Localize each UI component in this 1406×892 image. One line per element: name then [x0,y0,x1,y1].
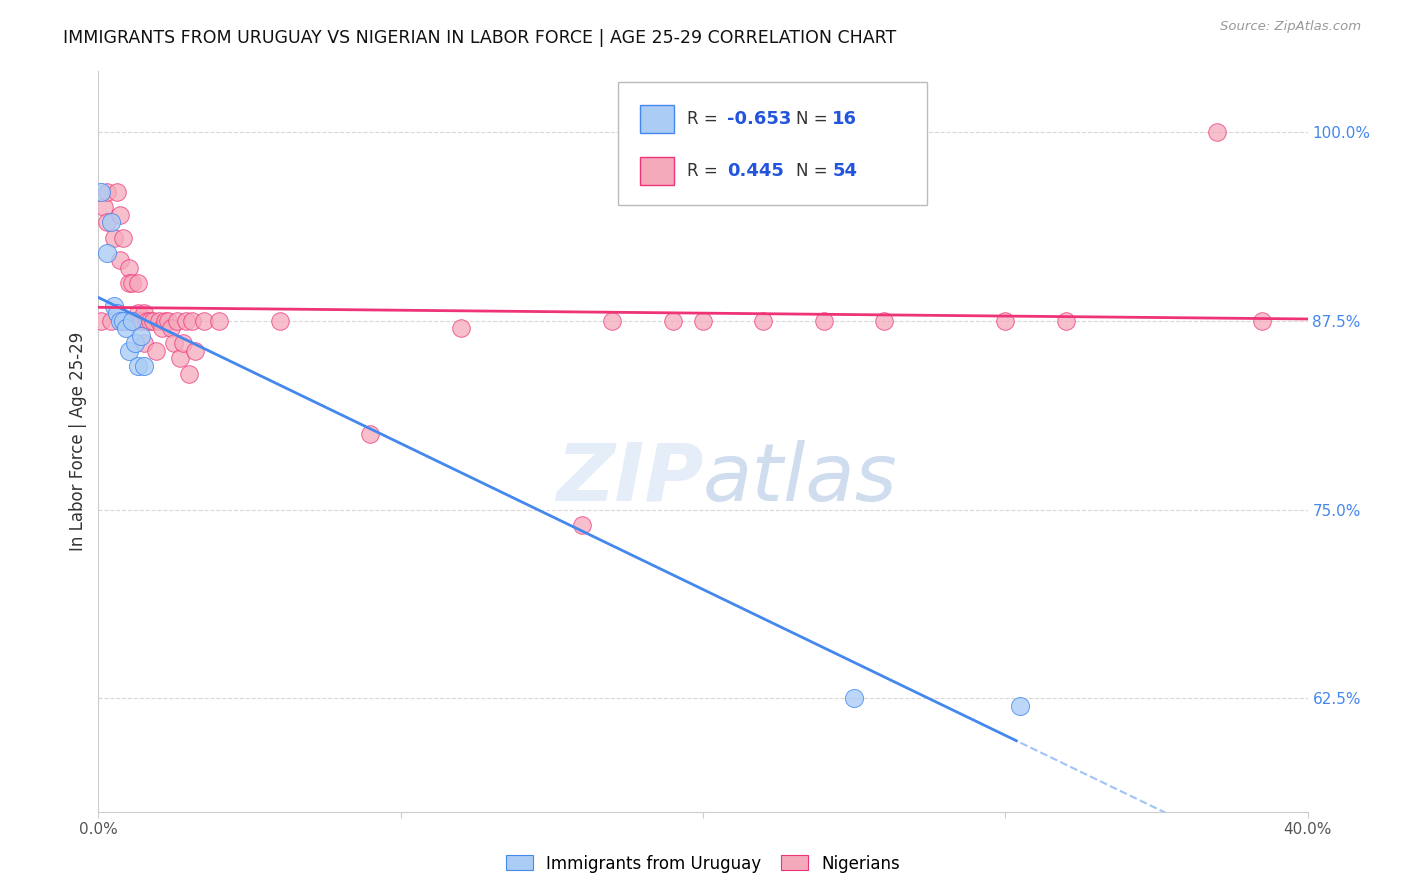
Point [114,313,136,327]
Text: ZIP: ZIP [555,440,703,517]
Point [661,313,683,327]
Point [602,313,624,327]
Text: Source: ZipAtlas.com: Source: ZipAtlas.com [1220,20,1361,33]
Text: 16: 16 [832,110,858,128]
Point [160,321,183,335]
Point [90,313,112,327]
Point [124,336,146,351]
Text: 54: 54 [832,161,858,179]
Text: -0.653: -0.653 [727,110,792,128]
Point [181,313,204,327]
Point [100,313,122,327]
Text: R =: R = [688,161,723,179]
Point [96,186,118,200]
Point [108,253,131,268]
Point [873,313,896,327]
Legend: Immigrants from Uruguay, Nigerians: Immigrants from Uruguay, Nigerians [499,848,907,880]
Text: 0.445: 0.445 [727,161,785,179]
Point [129,313,152,327]
Text: R =: R = [688,110,723,128]
Point [450,321,472,335]
Point [129,328,152,343]
Point [93,200,115,214]
Point [163,336,186,351]
Point [752,313,775,327]
Point [118,343,141,358]
Point [114,321,136,335]
Point [135,313,157,327]
Point [184,343,207,358]
Point [108,313,131,327]
Point [692,313,714,327]
FancyBboxPatch shape [640,156,673,185]
Point [813,313,835,327]
Point [121,313,143,327]
Point [139,313,162,327]
Point [145,343,167,358]
Point [127,276,149,290]
Point [118,276,141,290]
Point [208,313,231,327]
Point [111,313,134,327]
Point [994,313,1017,327]
Point [172,336,194,351]
Point [127,359,149,373]
Point [132,336,155,351]
Point [132,359,155,373]
Point [153,313,176,327]
Point [179,367,201,381]
Point [142,313,165,327]
Point [844,691,866,706]
FancyBboxPatch shape [619,82,927,204]
Point [1010,698,1032,713]
Text: N =: N = [796,110,832,128]
Point [150,321,173,335]
Point [96,245,118,260]
Point [100,215,122,229]
Point [132,306,155,320]
Point [121,276,143,290]
Point [193,313,215,327]
Text: N =: N = [796,161,832,179]
Point [1251,313,1274,327]
Point [105,306,128,320]
Point [124,313,146,327]
Point [96,215,118,229]
Point [127,306,149,320]
Point [148,313,170,327]
Point [169,351,191,366]
FancyBboxPatch shape [640,104,673,133]
Point [166,313,188,327]
Point [103,230,125,244]
Point [90,186,112,200]
Text: atlas: atlas [703,440,898,517]
Point [105,186,128,200]
Y-axis label: In Labor Force | Age 25-29: In Labor Force | Age 25-29 [69,332,87,551]
Point [121,313,143,327]
Text: IMMIGRANTS FROM URUGUAY VS NIGERIAN IN LABOR FORCE | AGE 25-29 CORRELATION CHART: IMMIGRANTS FROM URUGUAY VS NIGERIAN IN L… [63,29,897,46]
Point [156,313,179,327]
Point [269,313,291,327]
Point [1206,125,1229,139]
Point [118,260,141,275]
Point [360,427,382,442]
Point [571,517,593,532]
Point [103,299,125,313]
Point [108,208,131,222]
Point [174,313,197,327]
Point [111,230,134,244]
Point [1054,313,1077,327]
